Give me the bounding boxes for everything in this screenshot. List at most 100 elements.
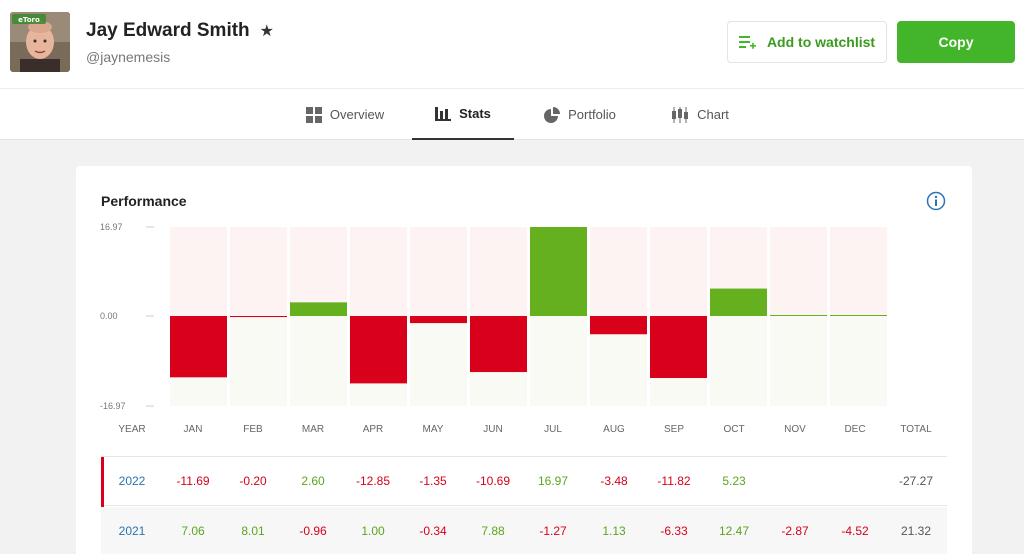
header-feb: FEB: [243, 424, 263, 435]
performance-card: Performance 16.97 0.00 -16.97 YEAR JAN FEB MA…: [76, 166, 972, 554]
copy-button[interactable]: Copy: [897, 21, 1015, 63]
star-icon[interactable]: ★: [259, 23, 275, 40]
bar-aug[interactable]: [590, 316, 647, 335]
month-value-cell: -12.85: [355, 474, 391, 488]
bar-sep[interactable]: [650, 316, 707, 378]
bar-jul[interactable]: [530, 227, 587, 316]
bar-jun[interactable]: [470, 316, 527, 373]
bar-background-lower: [410, 316, 467, 406]
bar-background-upper: [410, 227, 467, 316]
selected-row-marker: [101, 457, 104, 507]
header-total: TOTAL: [900, 424, 932, 435]
grid-icon: [305, 106, 322, 123]
y-tick-label: 16.97: [100, 222, 123, 232]
bar-background-lower: [830, 316, 887, 406]
month-value-cell: -2.87: [781, 524, 809, 538]
month-value-cell: -4.52: [841, 524, 869, 538]
info-icon[interactable]: [926, 191, 946, 211]
header-year: YEAR: [118, 424, 146, 435]
total-cell: 21.32: [900, 524, 932, 538]
avatar-badge: eToro: [18, 16, 40, 24]
month-value-cell: -0.96: [299, 524, 327, 538]
header-jan: JAN: [183, 424, 203, 435]
month-value-cell: 7.88: [481, 524, 505, 538]
header-may: MAY: [422, 424, 444, 435]
bar-background-upper: [470, 227, 527, 316]
bar-background-upper: [650, 227, 707, 316]
performance-chart: 16.97 0.00 -16.97: [100, 222, 887, 411]
bar-may[interactable]: [410, 316, 467, 324]
month-value-cell: 1.00: [361, 524, 385, 538]
bar-chart-icon: [435, 106, 452, 121]
performance-table-header: YEAR JAN FEB MAR APR MAY JUN JUL AUG SEP OCT NOV DEC…: [101, 424, 947, 440]
bar-apr[interactable]: [350, 316, 407, 384]
bar-dec[interactable]: [830, 315, 887, 316]
tab-stats-label: Stats: [459, 106, 491, 121]
bar-jan[interactable]: [170, 316, 227, 378]
bar-background-lower: [530, 316, 587, 406]
month-value-cell: -0.20: [239, 474, 267, 488]
tab-portfolio[interactable]: Portfolio: [530, 89, 630, 140]
month-value-cell: -11.82: [657, 474, 691, 488]
year-cell[interactable]: 2022: [118, 474, 146, 488]
month-value-cell: 7.06: [181, 524, 205, 538]
bar-background-upper: [830, 227, 887, 316]
header-aug: AUG: [603, 424, 625, 435]
profile-name-row: Jay Edward Smith ★: [86, 20, 274, 42]
header-oct: OCT: [723, 424, 745, 435]
month-value-cell: -1.27: [539, 524, 567, 538]
month-value-cell: -11.69: [176, 474, 210, 488]
total-cell: -27.27: [898, 474, 934, 488]
y-tick-label: 0.00: [100, 311, 118, 321]
header-apr: APR: [362, 424, 384, 435]
bar-mar[interactable]: [290, 302, 347, 316]
add-to-watchlist-button[interactable]: Add to watchlist: [727, 21, 887, 63]
bar-background-upper: [590, 227, 647, 316]
performance-title: Performance: [101, 193, 187, 209]
table-row-2022[interactable]: 2022 -11.69 -0.20 2.60 -12.85 -1.35 -10.69 16.9…: [101, 456, 947, 507]
header-jun: JUN: [483, 424, 503, 435]
month-value-cell: 5.23: [722, 474, 746, 488]
month-value-cell: -3.48: [600, 474, 628, 488]
month-value-cell: -10.69: [475, 474, 511, 488]
month-value-cell: 12.47: [718, 524, 750, 538]
tab-overview[interactable]: Overview: [292, 89, 398, 140]
bar-background-upper: [350, 227, 407, 316]
bar-background-lower: [710, 316, 767, 406]
pie-chart-icon: [544, 106, 561, 123]
bar-background-upper: [290, 227, 347, 316]
month-value-cell: -1.35: [419, 474, 447, 488]
month-value-cell: -0.34: [419, 524, 447, 538]
month-value-cell: 16.97: [537, 474, 569, 488]
watchlist-label: Add to watchlist: [766, 34, 876, 50]
tab-portfolio-label: Portfolio: [568, 107, 616, 122]
tab-chart-label: Chart: [697, 107, 729, 122]
bar-background-lower: [290, 316, 347, 406]
header-nov: NOV: [784, 424, 806, 435]
profile-tabs: Overview Stats Portfolio Chart: [0, 88, 1024, 140]
profile-header: eToro Jay Edward Smith ★ @jaynemesis Add…: [0, 0, 1024, 88]
bar-background-upper: [770, 227, 827, 316]
header-mar: MAR: [301, 424, 325, 435]
bar-background-lower: [230, 316, 287, 406]
bar-nov[interactable]: [770, 315, 827, 316]
header-sep: SEP: [663, 424, 685, 435]
tab-overview-label: Overview: [329, 107, 385, 122]
profile-handle: @jaynemesis: [86, 49, 171, 65]
avatar[interactable]: eToro: [10, 12, 70, 72]
bar-oct[interactable]: [710, 288, 767, 316]
year-cell[interactable]: 2021: [118, 524, 146, 538]
header-dec: DEC: [844, 424, 866, 435]
month-value-cell: 1.13: [602, 524, 626, 538]
table-row-2021[interactable]: 2021 7.06 8.01 -0.96 1.00 -0.34 7.88 -1.27 1.13 -…: [101, 507, 947, 554]
bar-background-upper: [230, 227, 287, 316]
profile-name: Jay Edward Smith: [86, 20, 250, 41]
month-value-cell: -6.33: [660, 524, 688, 538]
month-value-cell: 2.60: [301, 474, 325, 488]
bar-background-upper: [170, 227, 227, 316]
bar-feb[interactable]: [230, 316, 287, 318]
y-tick-label: -16.97: [100, 401, 126, 411]
tab-chart[interactable]: Chart: [658, 89, 742, 140]
tab-stats[interactable]: Stats: [412, 89, 514, 140]
month-value-cell: 8.01: [241, 524, 265, 538]
